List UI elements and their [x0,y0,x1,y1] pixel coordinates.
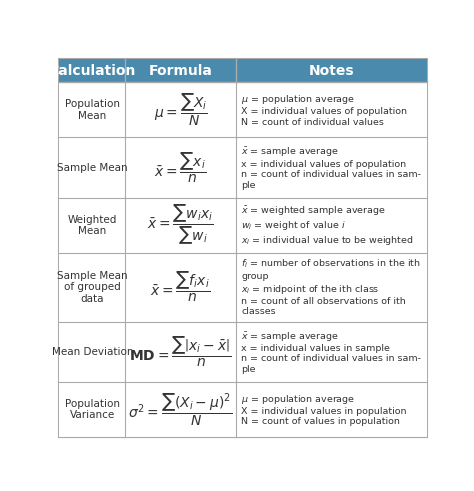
Bar [59,137,125,198]
Text: $\bar{x} = \dfrac{\sum x_i}{n}$: $\bar{x} = \dfrac{\sum x_i}{n}$ [155,150,207,185]
Text: $\mathbf{MD} = \dfrac{\sum \left| x_i - \bar{x} \right|}{n}$: $\mathbf{MD} = \dfrac{\sum \left| x_i - … [129,334,232,369]
Bar [59,253,125,322]
Bar [125,382,236,437]
Text: Population
Variance: Population Variance [65,399,120,420]
Bar [59,382,125,437]
Bar [236,82,427,137]
Bar [125,59,236,82]
Text: Weighted
Mean: Weighted Mean [68,215,117,236]
Bar [125,198,236,253]
Text: $\bar{x}$ = sample average
x = individual values in sample
n = count of individu: $\bar{x}$ = sample average x = individua… [241,329,421,374]
Bar [125,322,236,382]
Bar [125,137,236,198]
Text: $\mu$ = population average
X = individual values in population
N = count of valu: $\mu$ = population average X = individua… [241,393,407,426]
Bar [59,82,125,137]
Bar [59,198,125,253]
Text: Mean Deviation: Mean Deviation [52,347,133,357]
Text: $\sigma^2 = \dfrac{\sum (X_i - \mu)^2}{N}$: $\sigma^2 = \dfrac{\sum (X_i - \mu)^2}{N… [128,391,233,428]
Bar [125,82,236,137]
Text: $\mu$ = population average
X = individual values of population
N = count of indi: $\mu$ = population average X = individua… [241,93,407,127]
Text: $\bar{x}$ = weighted sample average
$w_i$ = weight of value $i$
$x_i$ = individu: $\bar{x}$ = weighted sample average $w_i… [241,204,414,246]
Text: $\mu = \dfrac{\sum X_i}{N}$: $\mu = \dfrac{\sum X_i}{N}$ [154,92,208,128]
Text: Calculation: Calculation [49,64,136,78]
Bar [125,253,236,322]
Text: $f_i$ = number of observations in the ith
group
$x_i$ = midpoint of the ith clas: $f_i$ = number of observations in the it… [241,258,421,316]
Bar [236,253,427,322]
Bar [236,59,427,82]
Text: Notes: Notes [308,64,354,78]
Bar [236,322,427,382]
Bar [236,198,427,253]
Bar [236,382,427,437]
Text: $\bar{x} = \dfrac{\sum w_i x_i}{\sum w_i}$: $\bar{x} = \dfrac{\sum w_i x_i}{\sum w_i… [147,203,214,247]
Bar [236,137,427,198]
Bar [59,322,125,382]
Text: Sample Mean
of grouped
data: Sample Mean of grouped data [57,271,128,304]
Text: Sample Mean: Sample Mean [57,163,128,172]
Text: $\bar{x} = \dfrac{\sum f_i x_i}{n}$: $\bar{x} = \dfrac{\sum f_i x_i}{n}$ [150,270,210,304]
Text: Population
Mean: Population Mean [65,99,120,121]
Text: $\bar{x}$ = sample average
x = individual values of population
n = count of indi: $\bar{x}$ = sample average x = individua… [241,145,421,190]
Text: Formula: Formula [148,64,212,78]
Bar [59,59,125,82]
